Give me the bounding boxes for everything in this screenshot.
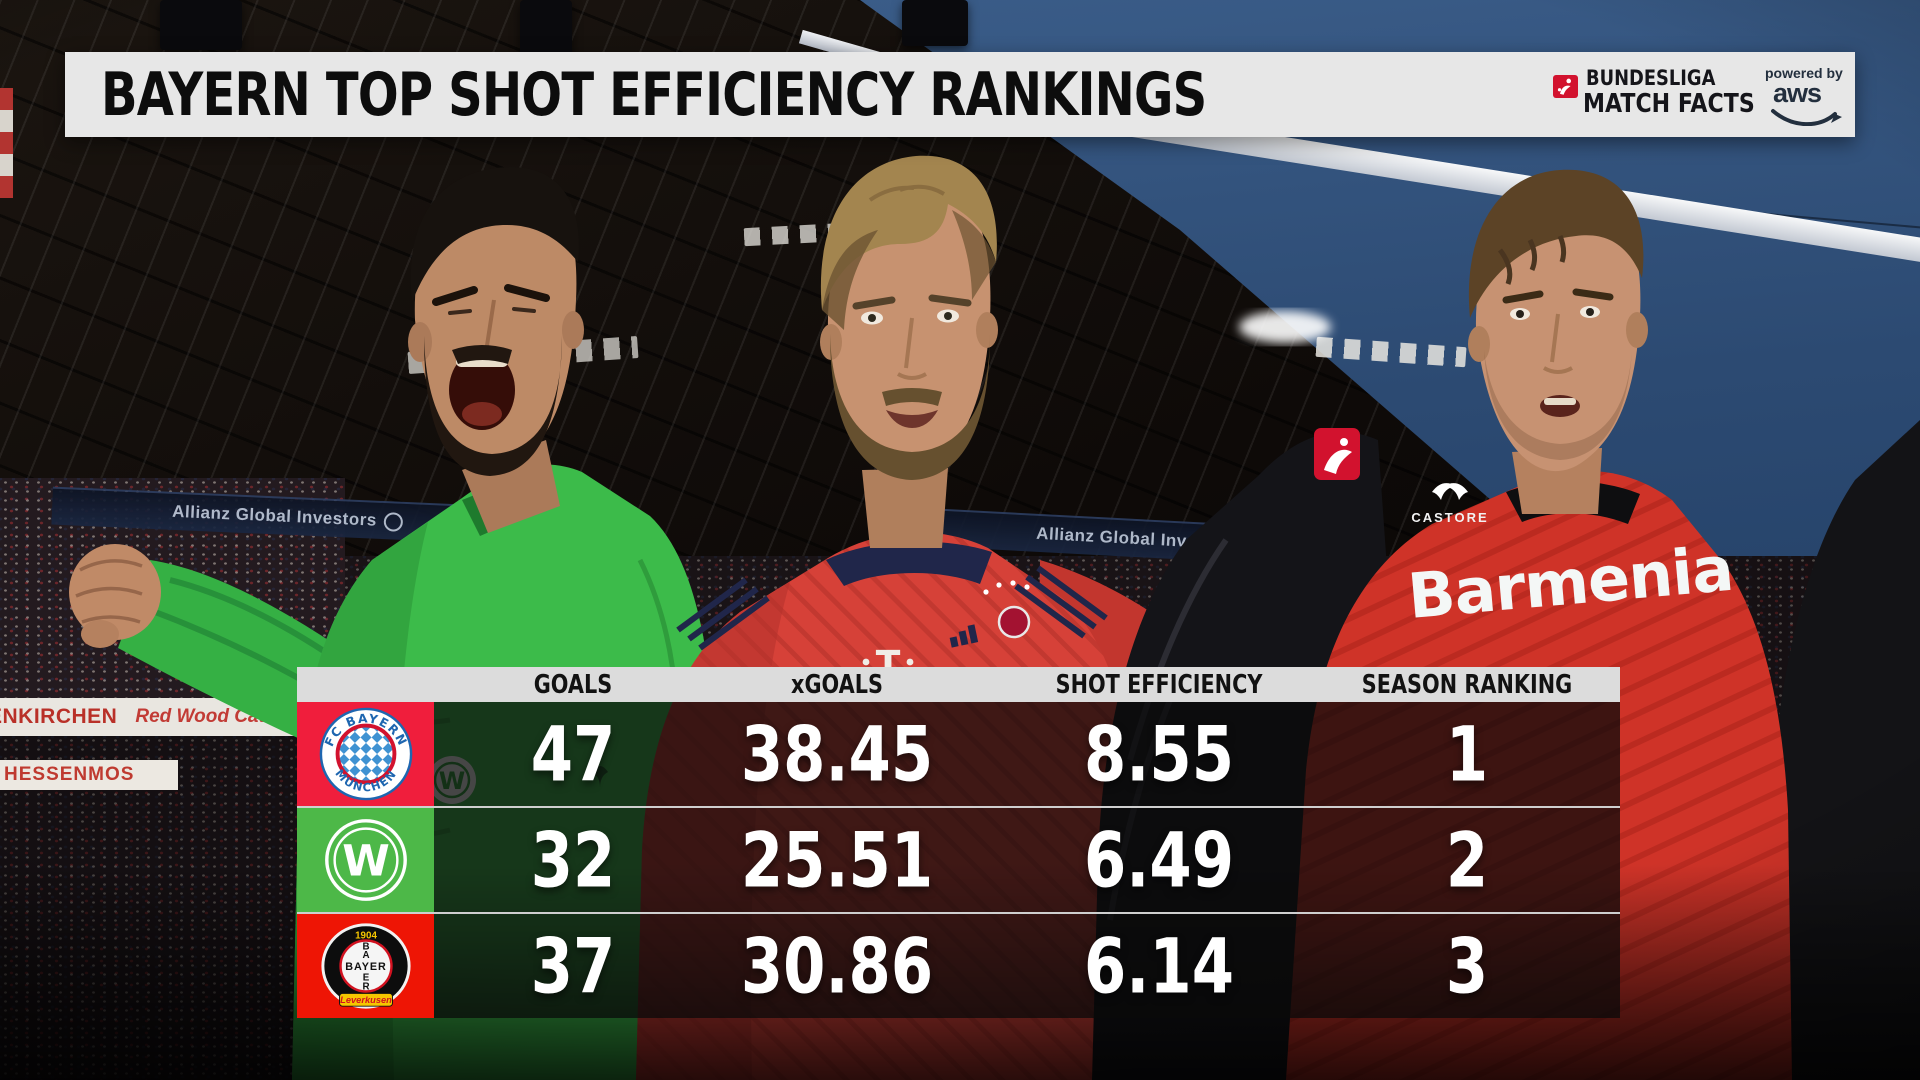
wolfsburg-logo-cell: W xyxy=(297,808,434,912)
row-divider xyxy=(297,806,1620,808)
bayern-goals: 47 xyxy=(530,709,616,799)
fc-bayern-crest: FC BAYERN MÜNCHEN xyxy=(319,707,412,801)
bayern-shot-efficiency: 8.55 xyxy=(1083,709,1235,799)
svg-text:CASTORE: CASTORE xyxy=(1411,510,1488,525)
row-overlay xyxy=(434,808,1620,912)
bundesliga-logo-icon xyxy=(1553,75,1578,98)
svg-text:E: E xyxy=(362,973,369,984)
svg-text:1904: 1904 xyxy=(355,931,377,942)
svg-text:A: A xyxy=(362,950,369,961)
svg-text:Leverkusen: Leverkusen xyxy=(340,995,392,1005)
svg-text:W: W xyxy=(342,837,390,887)
leverkusen-shot-efficiency: 6.14 xyxy=(1083,921,1235,1011)
aws-smile-icon xyxy=(1769,108,1843,131)
table-row-wolfsburg: W 32 25.51 6.49 2 xyxy=(297,808,1620,912)
table-row-leverkusen: 1904 BAYER B A E R Leverkusen 37 30.86 6… xyxy=(297,914,1620,1018)
table-row-bayern: FC BAYERN MÜNCHEN 47 38.45 8.55 1 xyxy=(297,702,1620,806)
powered-by-label: powered by xyxy=(1765,65,1843,81)
row-overlay xyxy=(434,702,1620,806)
bundesliga-match-facts-brand: BUNDESLIGA MATCH FACTS powered by aws xyxy=(1553,52,1853,137)
brand-line-1: BUNDESLIGA xyxy=(1586,66,1716,90)
leverkusen-crest: 1904 BAYER B A E R Leverkusen xyxy=(320,923,411,1009)
table-header-row: GOALS xGOALS SHOT EFFICIENCY SEASON RANK… xyxy=(297,667,1620,702)
svg-text:BAYER: BAYER xyxy=(345,961,387,973)
floodlight-glare xyxy=(1239,311,1331,343)
leverkusen-goals: 37 xyxy=(530,921,616,1011)
bundesliga-sleeve-patch xyxy=(1314,428,1360,480)
wolfsburg-goals: 32 xyxy=(530,815,616,905)
leverkusen-season-ranking: 3 xyxy=(1445,921,1489,1011)
row-overlay xyxy=(434,914,1620,1018)
page-title: BAYERN TOP SHOT EFFICIENCY RANKINGS xyxy=(101,59,1207,130)
brand-line-2: MATCH FACTS xyxy=(1583,89,1755,119)
castore-logo: CASTORE xyxy=(1411,483,1488,525)
svg-text:B: B xyxy=(362,941,369,952)
aws-logo-text: aws xyxy=(1773,78,1822,108)
wolfsburg-season-ranking: 2 xyxy=(1445,815,1489,905)
svg-text:R: R xyxy=(362,982,369,993)
leverkusen-xgoals: 30.86 xyxy=(740,921,934,1011)
bayern-logo-cell: FC BAYERN MÜNCHEN xyxy=(297,702,434,806)
row-divider xyxy=(297,912,1620,914)
column-header-season-ranking: SEASON RANKING xyxy=(1361,669,1573,700)
wolfsburg-shot-efficiency: 6.49 xyxy=(1083,815,1235,905)
column-header-xgoals: xGOALS xyxy=(791,669,883,700)
leverkusen-logo-cell: 1904 BAYER B A E R Leverkusen xyxy=(297,914,434,1018)
wolfsburg-xgoals: 25.51 xyxy=(740,815,934,905)
bayern-season-ranking: 1 xyxy=(1445,709,1489,799)
title-bar: BAYERN TOP SHOT EFFICIENCY RANKINGS BUND… xyxy=(65,52,1855,137)
column-header-shot-efficiency: SHOT EFFICIENCY xyxy=(1055,669,1263,700)
bayern-xgoals: 38.45 xyxy=(740,709,934,799)
wolfsburg-crest: W xyxy=(324,819,407,901)
column-header-goals: GOALS xyxy=(533,669,613,700)
stats-table: GOALS xGOALS SHOT EFFICIENCY SEASON RANK… xyxy=(297,667,1620,1018)
